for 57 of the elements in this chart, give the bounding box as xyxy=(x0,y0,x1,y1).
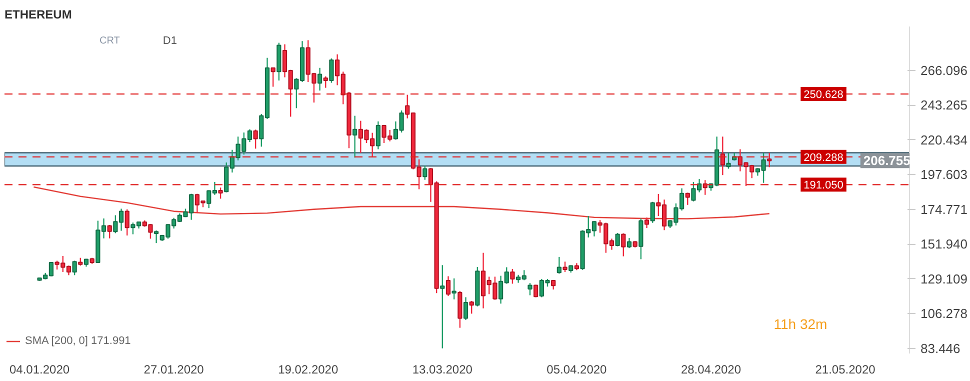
candlestick xyxy=(270,67,276,88)
candlestick xyxy=(534,284,538,298)
candlestick xyxy=(650,201,655,224)
x-tick-label: 21.05.2020 xyxy=(815,362,876,376)
candlestick xyxy=(329,58,334,84)
line-series xyxy=(33,186,770,220)
candlestick xyxy=(154,230,159,244)
y-tick-label: 197.603 xyxy=(920,167,968,182)
candlestick xyxy=(621,232,626,257)
x-tick-label: 19.02.2020 xyxy=(278,362,338,376)
candlestick xyxy=(253,129,258,150)
candlestick xyxy=(72,260,77,276)
candlestick xyxy=(562,261,568,273)
candlestick xyxy=(556,256,562,274)
annotation: D1 xyxy=(162,35,177,48)
ref-line-label: 250.628 xyxy=(804,88,844,101)
candlestick xyxy=(767,152,772,168)
candlestick xyxy=(726,152,731,170)
candlestick xyxy=(626,237,632,249)
candlestick xyxy=(352,115,358,158)
x-tick-label: 28.04.2020 xyxy=(680,362,742,376)
annotation: CRT xyxy=(100,36,120,47)
ref-line-label: 191.050 xyxy=(804,180,844,192)
candlestick xyxy=(463,296,468,321)
y-tick-label: 266.096 xyxy=(920,62,968,78)
candlestick xyxy=(644,216,650,229)
candlestick xyxy=(510,268,515,284)
annotation: 11h 32m xyxy=(774,316,828,332)
candlestick xyxy=(469,300,474,314)
candlestick xyxy=(317,67,322,92)
candlestick xyxy=(107,224,112,239)
y-tick-label: 106.278 xyxy=(920,306,968,322)
candlestick xyxy=(452,278,456,300)
candlestick xyxy=(528,282,532,296)
x-tick-label: 27.01.2020 xyxy=(144,362,204,376)
legend-label: SMA [200, 0] 171.991 xyxy=(25,335,131,347)
x-tick-label: 04.01.2020 xyxy=(10,362,70,376)
candlestick xyxy=(440,264,445,349)
chart-title: ETHEREUM xyxy=(4,8,72,22)
candlestick xyxy=(685,192,690,206)
y-tick-label: 129.109 xyxy=(920,271,968,286)
x-tick-label: 05.04.2020 xyxy=(546,362,608,376)
candlestick xyxy=(323,76,328,88)
y-tick-label: 220.434 xyxy=(920,132,968,148)
y-tick-label: 83.446 xyxy=(920,340,960,356)
candlestick xyxy=(124,208,130,236)
x-tick-label: 13.03.2020 xyxy=(412,362,473,376)
candlestick xyxy=(615,232,620,247)
y-tick-label: 151.940 xyxy=(920,236,968,252)
ref-line-label: 209.288 xyxy=(804,152,844,164)
y-tick-label: 243.265 xyxy=(920,98,968,113)
y-tick-label: 174.771 xyxy=(920,202,968,217)
candlestick xyxy=(376,120,380,150)
candlestick xyxy=(422,165,428,180)
candlestick xyxy=(218,186,223,200)
candlestick xyxy=(551,279,556,290)
candlestick xyxy=(446,276,451,297)
